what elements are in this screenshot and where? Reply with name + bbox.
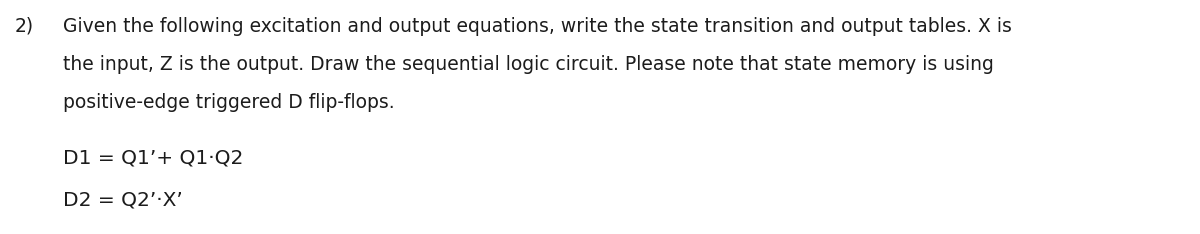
Text: 2): 2) xyxy=(14,17,34,36)
Text: D2 = Q2’·X’: D2 = Q2’·X’ xyxy=(64,191,182,210)
Text: the input, Z is the output. Draw the sequential logic circuit. Please note that : the input, Z is the output. Draw the seq… xyxy=(64,55,994,74)
Text: Given the following excitation and output equations, write the state transition : Given the following excitation and outpu… xyxy=(64,17,1012,36)
Text: Z = Q1’ + Q2: Z = Q1’ + Q2 xyxy=(64,233,200,234)
Text: positive-edge triggered D flip-flops.: positive-edge triggered D flip-flops. xyxy=(64,93,395,112)
Text: D1 = Q1’+ Q1·Q2: D1 = Q1’+ Q1·Q2 xyxy=(64,149,244,168)
